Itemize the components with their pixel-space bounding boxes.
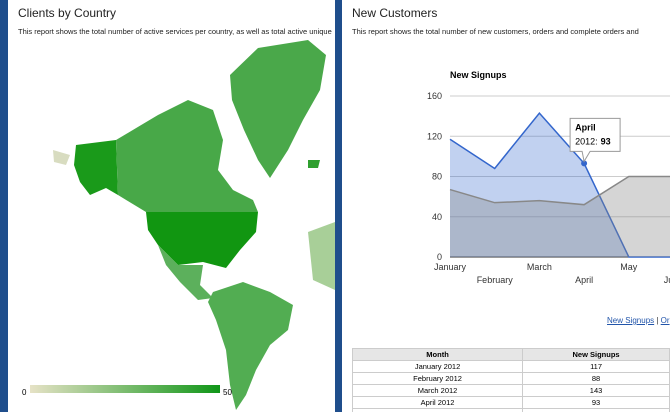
y-tick-label: 0 [437,252,442,262]
panel-description: This report shows the total number of ne… [352,27,639,36]
table-cell: March 2012 [351,384,524,397]
island [53,150,70,165]
table-cell: 0 [522,408,670,412]
line [449,175,670,206]
table-cell: 93 [522,396,670,409]
tooltip-label: 2012: 93 [575,136,611,146]
x-tick-label: April [575,275,593,285]
usa [146,212,258,268]
table-row: February 2012 88 [351,372,670,385]
links: New Signups | Or [607,316,670,325]
europe [308,222,335,290]
table-cell: April 2012 [351,396,524,409]
legend-max: 50 [223,388,232,397]
south-america [208,282,293,410]
x-tick-label: March [527,262,552,272]
link[interactable]: New Signups [607,316,655,325]
mexico [158,245,213,300]
y-tick-label: 160 [427,91,442,101]
y-tick-label: 120 [427,131,442,141]
line [449,111,670,258]
chart: New Signups 0 40 80 120 160 January February Ma… [427,70,670,285]
x-tick-label: February [477,275,514,285]
table-cell: January 2012 [351,360,524,373]
chart-title: New Signups [450,70,507,80]
panel-title: Clients by Country [18,6,117,20]
x-tick-label: June [664,275,670,285]
tooltip-title: April [575,122,596,132]
tooltip-label-text: 2012: [575,136,598,146]
table-row: January 2012 117 [351,360,670,373]
alaska [74,140,118,195]
panel-description: This report shows the total number of ac… [18,27,332,36]
area [450,176,670,257]
legend-scale [30,385,220,393]
customers-panel: New Customers This report shows the tota… [342,0,670,412]
x-tick-label: May [620,262,638,272]
canada [116,100,258,214]
legend-min: 0 [22,388,27,397]
table-cell: 117 [522,360,670,373]
area [450,113,670,257]
map-panel: Clients by Country This report shows the… [8,0,335,412]
iceland [308,160,320,168]
table-row: March 2012 143 [351,384,670,397]
table-row: May 20120 [351,408,670,412]
link[interactable]: Or [660,316,670,325]
tooltip-box [569,117,621,163]
table-cell: May 2012 [351,408,524,412]
table-cell: 88 [522,372,670,385]
y-tick-label: 40 [432,212,442,222]
table-header: Month [351,348,524,361]
greenland [230,40,326,178]
y-tick-label: 80 [432,172,442,182]
panel-title: New Customers [352,6,438,20]
point [581,160,588,167]
map: 0 50 [22,40,335,410]
table-cell: 143 [522,384,670,397]
table-header: New Signups [522,348,670,361]
table-row: April 2012 93 [351,396,670,409]
table-cell: February 2012 [351,372,524,385]
x-tick-label: January [434,262,467,272]
data-table: Month New Signups January 2012 117 February … [351,348,670,412]
tooltip-value: 93 [601,136,611,146]
